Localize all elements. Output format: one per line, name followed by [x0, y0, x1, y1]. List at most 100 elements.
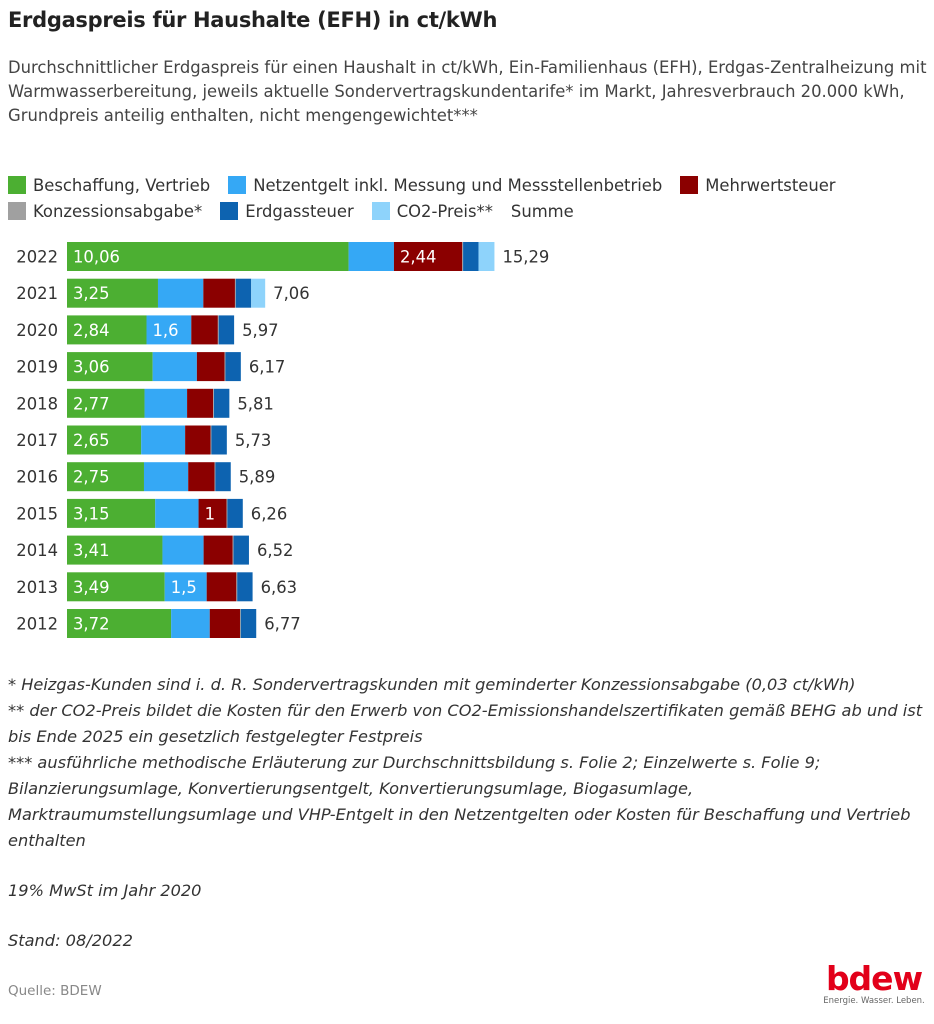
bar-segment-2022-s4: [463, 242, 479, 271]
bar-segment-2016-s3: [214, 462, 216, 492]
footnote-konzession: * Heizgas-Kunden sind i. d. R. Sonderver…: [8, 675, 856, 694]
year-label-2012: 2012: [16, 615, 58, 634]
footnote-methodik: *** ausführliche methodische Erläuterung…: [8, 753, 911, 850]
bar-segment-2012-s3: [239, 609, 241, 638]
bar-segment-2013-s3: [236, 572, 238, 602]
segment-label-2022-s0: 10,06: [73, 248, 120, 267]
segment-label-2020-s0: 2,84: [73, 321, 110, 340]
vat-note: 19% MwSt im Jahr 2020: [8, 881, 202, 900]
chart-title: Erdgaspreis für Haushalte (EFH) in ct/kW…: [8, 8, 498, 32]
bar-segment-2012-s4: [240, 609, 257, 638]
bar-segment-2018-s4: [213, 388, 230, 418]
bar-segment-2014-s4: [233, 535, 249, 565]
total-label-2021: 7,06: [273, 284, 310, 303]
chart-subtitle: Durchschnittlicher Erdgaspreis für einen…: [8, 58, 927, 125]
total-label-2022: 15,29: [502, 248, 549, 267]
segment-label-2017-s0: 2,65: [73, 431, 110, 450]
legend-label: CO2-Preis**: [396, 201, 493, 221]
legend-swatch: [8, 176, 26, 194]
legend-swatch: [8, 202, 26, 220]
total-label-2017: 5,73: [235, 431, 272, 450]
bar-segment-2022-s0: [67, 242, 349, 271]
total-label-2019: 6,17: [249, 358, 286, 377]
segment-label-2022-s2: 2,44: [400, 248, 437, 267]
legend-label: Erdgassteuer: [245, 201, 354, 221]
bar-segment-2014-s0: [67, 535, 163, 565]
bar-segment-2022-s1: [348, 242, 394, 271]
bar-segment-2018-s0: [67, 388, 145, 418]
year-label-2015: 2015: [16, 504, 58, 523]
bar-segment-2017-s2: [185, 425, 211, 455]
legend-item-mehrwertsteuer: Mehrwertsteuer: [680, 175, 836, 195]
stand-date: Stand: 08/2022: [8, 931, 133, 950]
bar-segment-2022-s2: [393, 242, 463, 271]
segment-label-2013-s1: 1,5: [171, 578, 197, 597]
legend-item-erdgassteuer: Erdgassteuer: [220, 201, 354, 221]
year-label-2013: 2013: [16, 578, 58, 597]
year-label-2014: 2014: [16, 541, 58, 560]
segment-label-2012-s0: 3,72: [73, 615, 110, 634]
legend-swatch: [228, 176, 247, 194]
segment-label-2019-s0: 3,06: [73, 358, 110, 377]
legend-item-summe: Summe: [511, 202, 574, 221]
year-label-2020: 2020: [16, 321, 58, 340]
bar-segment-2016-s0: [67, 462, 144, 492]
bar-segment-2020-s2: [191, 315, 218, 345]
year-label-2021: 2021: [16, 284, 58, 303]
total-label-2020: 5,97: [242, 321, 279, 340]
logo-tagline: Energie. Wasser. Leben.: [823, 996, 925, 1006]
total-label-2014: 6,52: [257, 541, 294, 560]
bar-segment-2018-s1: [144, 388, 188, 418]
bar-segment-2016-s4: [215, 462, 231, 492]
bar-segment-2016-s1: [143, 462, 189, 492]
bdew-logo: bdew Energie. Wasser. Leben.: [822, 959, 926, 1007]
source: Quelle: BDEW: [8, 983, 102, 999]
bar-segment-2020-s1: [146, 315, 192, 345]
bar-segment-2014-s2: [203, 535, 233, 565]
legend-label: Netzentgelt inkl. Messung und Messstelle…: [253, 175, 663, 195]
total-label-2012: 6,77: [264, 615, 301, 634]
stacked-bar-chart: 2022 10,06 2,44 15,29 2021 3,25 7,06 2020 2,84 1,…: [16, 242, 549, 638]
bar-segment-2020-s3: [217, 315, 219, 345]
bar-segment-2012-s1: [171, 609, 210, 638]
bar-segment-2017-s3: [210, 425, 212, 455]
bar-segment-2021-s4: [235, 278, 252, 308]
legend-label: Mehrwertsteuer: [705, 175, 836, 195]
legend-item-co2-preis: CO2-Preis**: [371, 201, 493, 221]
legend-item-netzentgelt: Netzentgelt inkl. Messung und Messstelle…: [228, 176, 662, 195]
legend-row-2: Konzessionsabgabe* Erdgassteuer CO2-Prei…: [8, 198, 928, 224]
legend-swatch: [220, 202, 239, 220]
bar-segment-2019-s0: [67, 352, 153, 382]
footnotes: * Heizgas-Kunden sind i. d. R. Sonderver…: [8, 672, 923, 954]
legend-label: Beschaffung, Vertrieb: [33, 175, 211, 195]
bar-segment-2013-s1: [164, 572, 207, 602]
bar-segment-2020-s0: [67, 315, 147, 345]
segment-label-2014-s0: 3,41: [73, 541, 110, 560]
bar-segment-2017-s1: [141, 425, 186, 455]
bar-segment-2021-s3: [234, 278, 236, 308]
segment-label-2015-s0: 3,15: [73, 504, 110, 523]
total-label-2015: 6,26: [251, 504, 288, 523]
segment-label-2015-s2: 1: [205, 504, 215, 523]
total-label-2018: 5,81: [237, 394, 274, 413]
year-label-2018: 2018: [16, 394, 58, 413]
year-label-2019: 2019: [16, 358, 58, 377]
segment-label-2021-s0: 3,25: [73, 284, 110, 303]
legend-label: Konzessionsabgabe*: [33, 201, 203, 221]
bar-segment-2020-s4: [218, 315, 235, 345]
bar-segment-2015-s0: [67, 498, 156, 528]
total-label-2016: 5,89: [239, 468, 276, 487]
year-label-2017: 2017: [16, 431, 58, 450]
bar-segment-2015-s3: [226, 498, 228, 528]
bar-segment-2014-s3: [232, 535, 234, 565]
bar-segment-2019-s4: [225, 352, 241, 382]
bar-segment-2014-s1: [162, 535, 204, 565]
year-label-2022: 2022: [16, 248, 58, 267]
segment-label-2013-s0: 3,49: [73, 578, 110, 597]
bar-segment-2015-s2: [198, 498, 227, 528]
bar-segment-2018-s3: [213, 388, 214, 418]
logo-wordmark: bdew: [825, 959, 923, 998]
bar-segment-2019-s3: [224, 352, 226, 382]
bar-segment-2015-s1: [155, 498, 199, 528]
segment-label-2016-s0: 2,75: [73, 468, 110, 487]
